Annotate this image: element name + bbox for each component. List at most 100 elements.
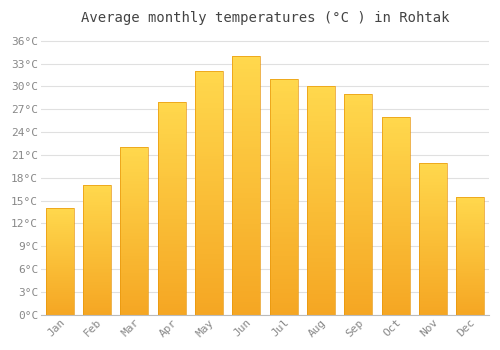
Bar — [382, 188, 409, 190]
Bar — [232, 234, 260, 237]
Bar — [232, 201, 260, 203]
Bar — [382, 129, 409, 131]
Bar — [307, 212, 335, 214]
Bar — [344, 176, 372, 178]
Bar — [382, 307, 409, 309]
Bar — [158, 104, 186, 106]
Bar — [120, 295, 148, 296]
Bar — [456, 267, 484, 269]
Bar — [232, 216, 260, 219]
Bar — [120, 191, 148, 192]
Bar — [83, 280, 111, 281]
Bar — [307, 98, 335, 100]
Bar — [120, 229, 148, 231]
Bar — [344, 231, 372, 233]
Bar — [158, 274, 186, 277]
Bar — [232, 284, 260, 286]
Bar — [270, 230, 297, 232]
Bar — [456, 299, 484, 301]
Bar — [46, 233, 74, 234]
Bar — [344, 167, 372, 169]
Bar — [270, 145, 297, 147]
Bar — [158, 283, 186, 285]
Bar — [46, 229, 74, 230]
Bar — [307, 130, 335, 132]
Bar — [456, 250, 484, 251]
Bar — [46, 234, 74, 235]
Bar — [456, 301, 484, 302]
Bar — [46, 296, 74, 298]
Bar — [83, 186, 111, 187]
Bar — [307, 141, 335, 144]
Bar — [46, 214, 74, 215]
Bar — [456, 245, 484, 246]
Bar — [419, 210, 447, 211]
Bar — [456, 284, 484, 285]
Bar — [46, 313, 74, 314]
Bar — [158, 157, 186, 159]
Bar — [195, 273, 223, 276]
Bar — [46, 284, 74, 285]
Bar — [46, 240, 74, 241]
Bar — [232, 224, 260, 227]
Bar — [120, 173, 148, 174]
Bar — [83, 255, 111, 257]
Bar — [46, 281, 74, 282]
Bar — [307, 269, 335, 271]
Bar — [46, 270, 74, 271]
Bar — [158, 291, 186, 293]
Bar — [270, 228, 297, 230]
Bar — [195, 81, 223, 83]
Bar — [270, 244, 297, 246]
Bar — [344, 213, 372, 216]
Bar — [307, 148, 335, 150]
Bar — [120, 278, 148, 280]
Bar — [120, 233, 148, 234]
Bar — [456, 236, 484, 237]
Bar — [344, 246, 372, 248]
Bar — [344, 118, 372, 120]
Bar — [456, 291, 484, 292]
Bar — [83, 245, 111, 246]
Bar — [419, 201, 447, 202]
Bar — [307, 223, 335, 226]
Bar — [382, 214, 409, 216]
Bar — [344, 310, 372, 313]
Bar — [120, 280, 148, 281]
Bar — [382, 250, 409, 251]
Bar — [307, 93, 335, 96]
Bar — [456, 307, 484, 308]
Bar — [232, 154, 260, 157]
Bar — [158, 268, 186, 270]
Bar — [195, 283, 223, 286]
Bar — [46, 276, 74, 278]
Bar — [83, 189, 111, 190]
Bar — [83, 289, 111, 290]
Bar — [344, 191, 372, 193]
Bar — [46, 238, 74, 239]
Bar — [419, 296, 447, 298]
Bar — [456, 213, 484, 215]
Bar — [158, 151, 186, 153]
Bar — [46, 267, 74, 268]
Bar — [270, 225, 297, 228]
Bar — [195, 134, 223, 137]
Bar — [232, 263, 260, 266]
Bar — [344, 189, 372, 191]
Bar — [307, 299, 335, 301]
Bar — [158, 125, 186, 127]
Bar — [270, 119, 297, 121]
Bar — [158, 310, 186, 313]
Bar — [344, 216, 372, 218]
Bar — [307, 169, 335, 171]
Bar — [456, 263, 484, 264]
Bar — [456, 204, 484, 205]
Bar — [307, 155, 335, 157]
Bar — [232, 173, 260, 175]
Bar — [120, 199, 148, 201]
Bar — [382, 309, 409, 311]
Bar — [158, 178, 186, 181]
Bar — [344, 266, 372, 268]
Bar — [382, 293, 409, 295]
Bar — [83, 312, 111, 314]
